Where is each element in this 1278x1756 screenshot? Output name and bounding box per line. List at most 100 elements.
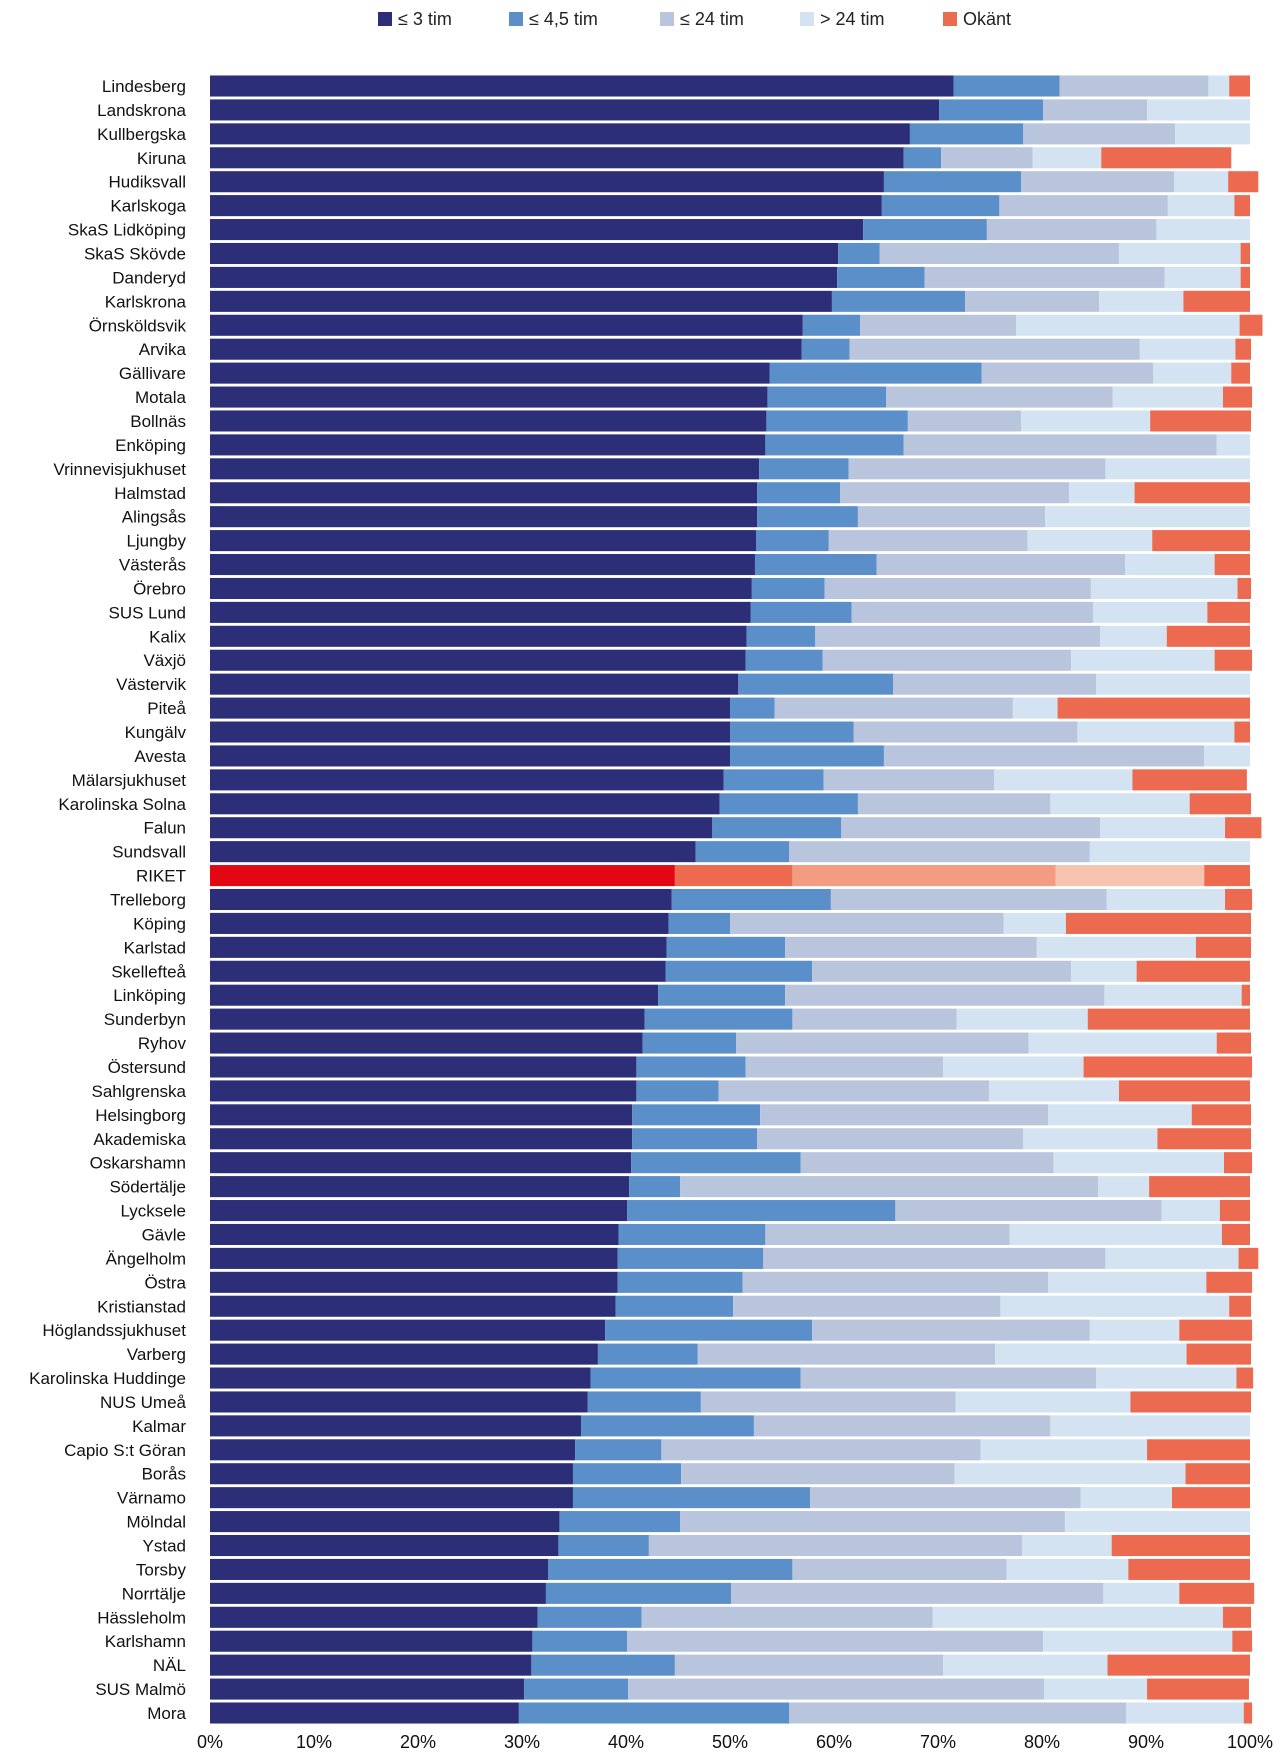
bar-segment-trelleborg-2 bbox=[830, 888, 1107, 911]
bar-segment-lycksele-1 bbox=[627, 1200, 896, 1222]
bar-segment-kristianstad-1 bbox=[615, 1295, 734, 1317]
category-label: Kalix bbox=[149, 627, 186, 646]
legend-label: ≤ 3 tim bbox=[398, 8, 452, 29]
category-label: Helsingborg bbox=[95, 1106, 186, 1125]
bar-segment-östersund-0 bbox=[210, 1056, 637, 1078]
bar-segment-karlstad-4 bbox=[1195, 936, 1252, 958]
bar-segment-motala-1 bbox=[767, 386, 886, 408]
bar-segment-östersund-3 bbox=[943, 1056, 1084, 1078]
bar-segment-kiruna-3 bbox=[1032, 147, 1102, 169]
bar-segment-kalmar-0 bbox=[210, 1415, 582, 1437]
bar-segment-kullbergska-0 bbox=[210, 123, 910, 145]
bar-segment-hässleholm-4 bbox=[1222, 1606, 1252, 1628]
bar-segment-kullbergska-3 bbox=[1175, 123, 1250, 145]
bar-segment-vrinnevisjukhuset-3 bbox=[1105, 458, 1250, 480]
bar-segment-hudiksvall-1 bbox=[883, 171, 1022, 193]
bar-segment-västervik-3 bbox=[1096, 673, 1250, 695]
bar-segment-hudiksvall-2 bbox=[1021, 171, 1175, 193]
bar-segment-ryhov-2 bbox=[736, 1032, 1029, 1054]
bar-segment-piteå-2 bbox=[774, 697, 1013, 719]
bar-segment-gävle-3 bbox=[1009, 1223, 1222, 1245]
x-tick-label: 10% bbox=[296, 1732, 332, 1752]
bar-segment-näl-4 bbox=[1107, 1654, 1250, 1676]
bar-segment-akademiska-4 bbox=[1157, 1128, 1252, 1150]
bar-segment-kalix-4 bbox=[1166, 625, 1250, 647]
bar-segment-ystad-0 bbox=[210, 1534, 559, 1557]
bar-segment-näl-2 bbox=[674, 1654, 944, 1676]
bar-segment-hudiksvall-0 bbox=[210, 171, 884, 193]
bar-segment-trelleborg-4 bbox=[1225, 888, 1253, 911]
bar-segment-skas-lidköping-1 bbox=[863, 219, 987, 241]
category-label: Ljungby bbox=[126, 532, 186, 551]
bar-segment-ängelholm-0 bbox=[210, 1247, 618, 1269]
bar-segment-östra-2 bbox=[742, 1271, 1049, 1293]
bar-segment-skas-skövde-2 bbox=[879, 242, 1119, 265]
bar-segment-lindesberg-4 bbox=[1229, 75, 1250, 97]
bar-segment-örebro-1 bbox=[751, 577, 825, 599]
bar-segment-piteå-1 bbox=[730, 697, 775, 719]
bar-segment-sundsvall-2 bbox=[789, 841, 1090, 863]
x-tick-label: 80% bbox=[1024, 1732, 1060, 1752]
bar-segment-ystad-1 bbox=[558, 1534, 649, 1557]
category-label: Östersund bbox=[108, 1058, 186, 1077]
chart-legend: ≤ 3 tim ≤ 4,5 tim ≤ 24 tim > 24 tim Okänt bbox=[0, 6, 1278, 32]
bar-segment-halmstad-3 bbox=[1069, 482, 1135, 504]
bar-segment-köping-4 bbox=[1065, 912, 1252, 934]
bar-segment-helsingborg-2 bbox=[760, 1104, 1049, 1126]
bar-segment-örnsköldsvik-2 bbox=[860, 314, 1016, 336]
bar-segment-kristianstad-3 bbox=[1000, 1295, 1230, 1317]
bar-segment-västervik-0 bbox=[210, 673, 739, 695]
bar-segment-näl-1 bbox=[531, 1654, 675, 1676]
bar-segment-helsingborg-4 bbox=[1191, 1104, 1252, 1126]
bar-segment-kalmar-1 bbox=[581, 1415, 754, 1437]
bar-segment-varberg-4 bbox=[1186, 1343, 1252, 1365]
bar-segment-halmstad-0 bbox=[210, 482, 758, 504]
bar-segment-halmstad-1 bbox=[757, 482, 841, 504]
bar-segment-karlskrona-2 bbox=[965, 290, 1100, 312]
bar-segment-lycksele-0 bbox=[210, 1200, 628, 1222]
bar-segment-karlskoga-4 bbox=[1234, 195, 1250, 217]
bar-segment-riket-2 bbox=[792, 865, 1056, 887]
bar-segment-ystad-2 bbox=[648, 1534, 1023, 1557]
bar-segment-danderyd-4 bbox=[1240, 266, 1250, 288]
bar-segment-mälarsjukhuset-0 bbox=[210, 769, 724, 791]
bar-segment-skas-skövde-4 bbox=[1240, 242, 1250, 265]
bar-segment-västervik-1 bbox=[738, 673, 894, 695]
category-label: Växjö bbox=[143, 651, 186, 670]
bar-segment-örnsköldsvik-0 bbox=[210, 314, 803, 336]
category-label: Kiruna bbox=[137, 149, 187, 168]
bar-segment-karolinska-solna-3 bbox=[1050, 793, 1190, 815]
bar-segment-kiruna-0 bbox=[210, 147, 904, 169]
bar-segment-kalix-1 bbox=[746, 625, 816, 647]
bar-segment-arvika-1 bbox=[801, 338, 850, 360]
x-tick-label: 50% bbox=[712, 1732, 748, 1752]
category-label: Motala bbox=[135, 388, 187, 407]
bar-segment-gävle-1 bbox=[618, 1223, 766, 1245]
bar-segment-ystad-4 bbox=[1111, 1534, 1250, 1557]
bar-segment-kungälv-0 bbox=[210, 721, 730, 743]
bar-segment-ljungby-3 bbox=[1027, 530, 1153, 552]
bar-segment-falun-4 bbox=[1225, 817, 1262, 839]
bar-segment-karlstad-1 bbox=[666, 936, 786, 958]
bar-segment-gällivare-2 bbox=[981, 362, 1154, 384]
bar-segment-skas-lidköping-2 bbox=[986, 219, 1157, 241]
category-label: Sahlgrenska bbox=[91, 1082, 186, 1101]
bar-segment-mora-0 bbox=[210, 1702, 519, 1724]
bar-segment-alingsås-0 bbox=[210, 506, 758, 528]
bar-segment-ängelholm-1 bbox=[617, 1247, 764, 1269]
bar-segment-lindesberg-2 bbox=[1059, 75, 1209, 97]
bar-segment-höglandssjukhuset-3 bbox=[1089, 1319, 1180, 1341]
bar-segment-köping-3 bbox=[1003, 912, 1066, 934]
legend-label: Okänt bbox=[963, 8, 1012, 29]
bar-segment-kiruna-2 bbox=[941, 147, 1033, 169]
category-label: Kalmar bbox=[132, 1417, 186, 1436]
category-label: Sundsvall bbox=[112, 843, 186, 862]
bar-segment-bollnäs-0 bbox=[210, 410, 767, 432]
bar-segment-kristianstad-2 bbox=[733, 1295, 1001, 1317]
bar-segment-borås-2 bbox=[681, 1463, 955, 1485]
bar-segment-ryhov-0 bbox=[210, 1032, 643, 1054]
bar-segment-sus-lund-3 bbox=[1092, 601, 1208, 623]
bar-segment-karolinska-solna-0 bbox=[210, 793, 720, 815]
bar-segment-mora-4 bbox=[1243, 1702, 1253, 1724]
bar-segment-trelleborg-3 bbox=[1106, 888, 1226, 911]
